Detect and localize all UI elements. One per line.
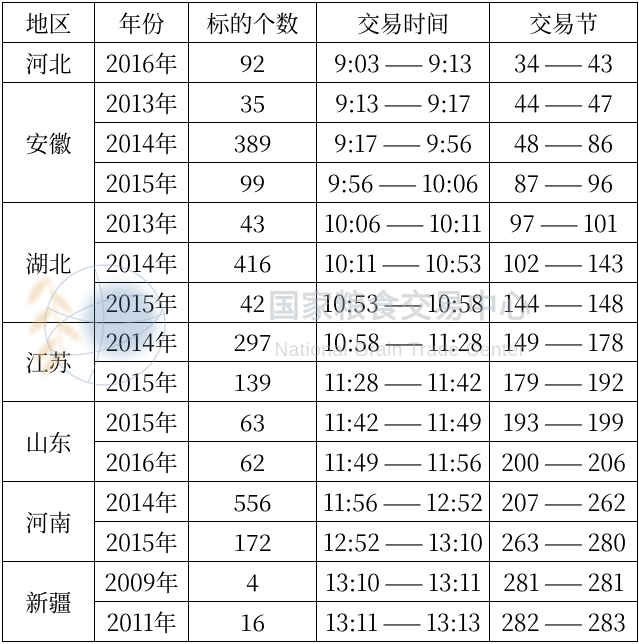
svg-text:National Grain Trade Center: National Grain Trade Center	[274, 340, 525, 361]
svg-text:国家粮食交易中心: 国家粮食交易中心	[268, 288, 532, 324]
